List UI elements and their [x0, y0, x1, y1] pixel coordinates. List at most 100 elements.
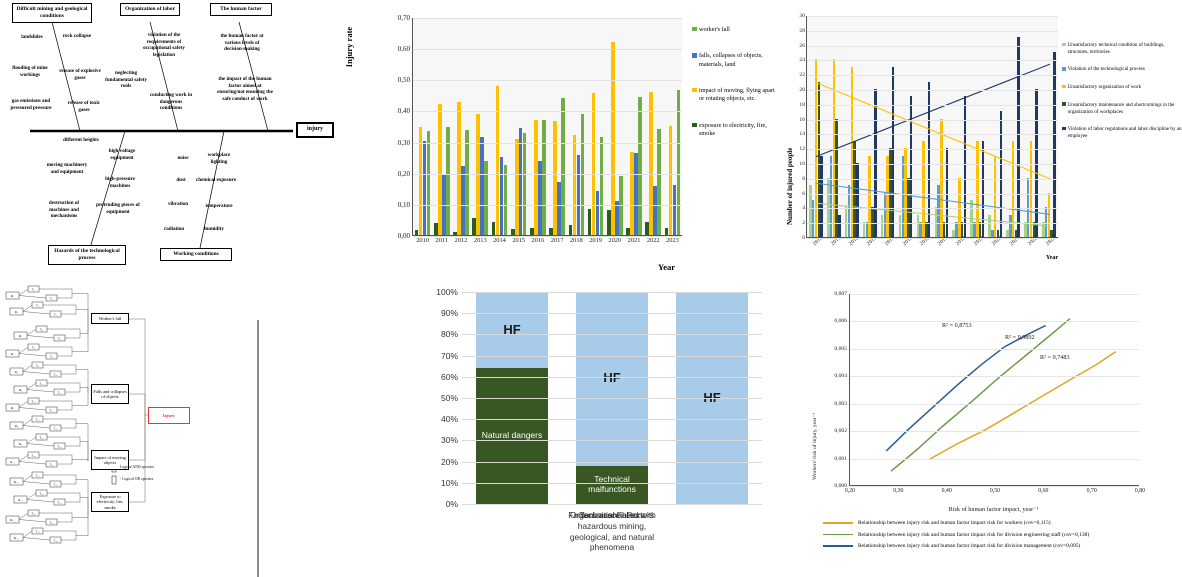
chart5-x-tick: 0,20: [844, 488, 856, 494]
fishbone-cause: release of explosive gases: [59, 68, 101, 81]
chart5-x-tick: 0,60: [1038, 488, 1049, 494]
fishbone-category-working-conditions: Working conditions: [160, 248, 232, 261]
fishbone-cause: radiation: [163, 226, 185, 232]
chart2-bar: [495, 86, 500, 235]
chart2-y-tick: 0,50: [397, 76, 410, 85]
chart3-gridline: [807, 223, 1058, 225]
chart2-bar: [626, 227, 630, 235]
chart3-bar: [1035, 89, 1038, 237]
chart2-bar: [549, 227, 553, 235]
chart2-bar-group: 2011: [432, 18, 451, 244]
chart3-bar: [952, 229, 955, 237]
fishbone-cause: release of toxic gases: [67, 100, 101, 113]
chart2-bar: [630, 152, 634, 235]
chart3-gridline: [807, 164, 1058, 165]
chart2-bar-group: 2012: [451, 18, 470, 244]
chart2-y-tick: 0,10: [397, 200, 410, 209]
chart4-category-label: Organizational Factors: [569, 510, 655, 520]
svg-text:T₁₁: T₁₁: [39, 382, 43, 386]
chart3-y-tick: 30: [799, 13, 805, 19]
chart4-y-tick: 50%: [440, 393, 458, 403]
chart3-x-axis-title: Year: [1046, 255, 1058, 261]
chart3-bar-group: 2020: [986, 16, 1004, 247]
chart3-bar-group: 2010: [807, 16, 825, 247]
chart3-bar-group: 2014: [879, 16, 897, 247]
block-logic-diagram: R₁ T₁ T₂ R₂ T₃ T₄ R₃ T₅ T₆ R₄ T₇ T₈ R₅ T₉ T₁₀ R₆ T₁₁ T₁₂ R…: [0, 280, 400, 577]
chart3-bar: [891, 66, 895, 237]
chart5-gridline: [850, 321, 1139, 323]
svg-text:R₁₂: R₁₂: [18, 498, 23, 502]
svg-text:R₉: R₉: [19, 442, 23, 446]
chart3-bar: [955, 222, 958, 237]
chart2-bar: [434, 223, 438, 235]
chart2-bar: [572, 134, 577, 235]
chart3-bar-group: 2018: [950, 16, 968, 247]
chart2-x-tick: 2023: [666, 237, 679, 244]
chart2-bar: [653, 185, 658, 235]
chart3-bar: [1024, 222, 1027, 237]
fishbone-cause: different heights: [63, 137, 99, 143]
chart4-segment-label: HF: [503, 321, 521, 337]
chart3-bar-group: 2015: [897, 16, 915, 247]
chart2-legend-swatch: [692, 53, 697, 58]
chart2-bar: [587, 208, 592, 235]
chart5-curve: [885, 324, 1047, 452]
chart2-bar-group: 2010: [413, 18, 432, 244]
svg-text:R₆: R₆: [19, 388, 23, 392]
chart3-bar: [978, 222, 982, 237]
chart2-bar: [484, 160, 489, 235]
svg-text:T₂₇: T₂₇: [35, 530, 39, 534]
fishbone-lines: [30, 21, 293, 249]
svg-text:T₂₈: T₂₈: [53, 539, 58, 543]
chart4-gridline: [462, 313, 762, 315]
chart3-bar-group: 2012: [843, 16, 861, 247]
svg-text:T₂₂: T₂₂: [53, 483, 57, 487]
chart2-x-tick: 2010: [416, 237, 429, 244]
chart2-bar-group: 2015: [509, 18, 528, 244]
chart4-gridline: [462, 504, 762, 505]
fishbone-cause: humidity: [204, 226, 224, 232]
chart4-gridline: [462, 461, 762, 463]
chart2-gridline: [413, 173, 682, 175]
chart3-bar: [999, 111, 1003, 237]
chart4-segment: Natural dangers: [476, 368, 548, 504]
chart3-bar: [996, 229, 1000, 237]
fishbone-cause: rock collapse: [62, 33, 92, 39]
chart5-gridline: [850, 486, 1139, 487]
block-output-exposure: Exposure to electricity, fire, smoke: [91, 492, 129, 512]
chart3-y-tick: 6: [802, 190, 805, 197]
chart2-legend-swatch: [692, 87, 697, 93]
chart5-y-axis-title: Workers' risk of injury, year⁻¹: [812, 412, 818, 480]
fishbone-cause: moving machinery and equipment: [46, 162, 88, 175]
chart3-bar: [1017, 37, 1020, 237]
chart2-bar-group: 2020: [605, 18, 624, 244]
svg-text:T₁₄: T₁₄: [49, 409, 54, 413]
injured-people-bar-chart: Number of injured people Year 2010 2011 20…: [778, 0, 1182, 285]
chart3-legend-swatch: [1062, 66, 1066, 71]
chart4-gridline: [462, 419, 762, 421]
chart2-bar-group: 2019: [586, 18, 605, 244]
chart5-y-tick: 0,000: [834, 483, 847, 489]
chart3-legend-label: Unsatisfactory maintenance and shortcomi…: [1067, 101, 1175, 115]
chart5-gridline: [850, 458, 1139, 460]
chart2-gridline: [413, 142, 682, 144]
chart2-bar: [557, 182, 561, 235]
chart2-bar: [664, 227, 669, 235]
svg-text:R₁₀: R₁₀: [10, 460, 15, 464]
chart2-bar-group: 2021: [624, 18, 643, 244]
chart4-y-tick: 40%: [440, 414, 458, 425]
chart2-bar: [503, 165, 508, 235]
chart5-y-tick: 0,007: [834, 291, 847, 297]
chart4-gridline: [462, 398, 762, 399]
chart2-y-tick: 0,30: [397, 138, 410, 147]
chart4-y-tick: 10%: [440, 477, 458, 488]
chart5-gridline: [850, 403, 1139, 405]
chart3-legend-label: Unsatisfactory organization of work: [1067, 84, 1142, 91]
chart3-bar: [820, 155, 823, 237]
fishbone-cause: landslides: [21, 34, 43, 40]
chart5-gridline: [850, 294, 1139, 295]
chart2-x-axis-title: Year: [658, 262, 675, 272]
chart3-y-tick: 22: [799, 72, 805, 79]
chart2-bar: [499, 156, 504, 235]
chart2-bar: [576, 154, 581, 235]
